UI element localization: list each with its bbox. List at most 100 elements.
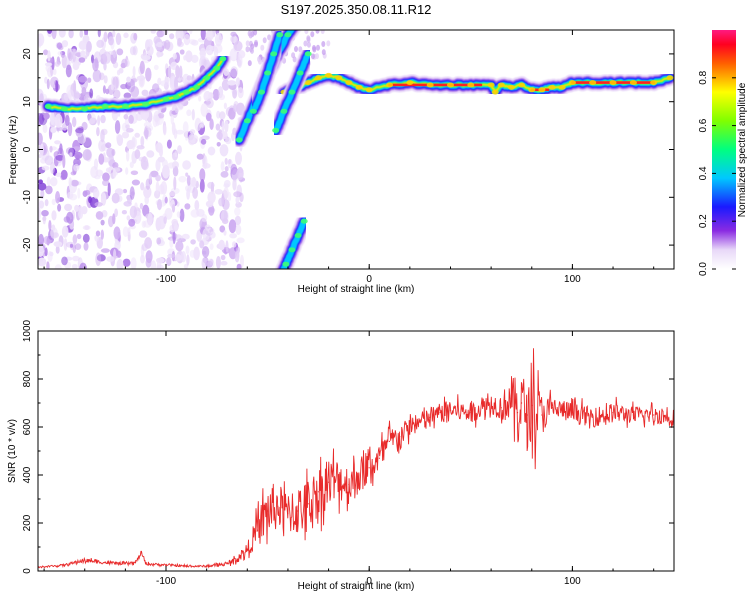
ridge-blob bbox=[44, 104, 52, 109]
heatmap-speckle bbox=[316, 44, 320, 51]
heatmap-speckle bbox=[64, 114, 70, 127]
heatmap-speckle bbox=[163, 216, 167, 225]
heatmap-speckle bbox=[107, 182, 111, 197]
heatmap-speckle bbox=[150, 30, 156, 34]
heatmap-speckle bbox=[47, 50, 51, 62]
heatmap-speckle bbox=[184, 203, 191, 210]
colorbar-tick-label: 0.8 bbox=[698, 70, 709, 84]
ridge-blob bbox=[272, 290, 279, 295]
heatmap-speckle bbox=[156, 257, 165, 264]
heatmap-speckle bbox=[72, 255, 80, 262]
heatmap-speckle bbox=[69, 243, 74, 248]
snr-point bbox=[368, 467, 370, 469]
heatmap-speckle bbox=[129, 161, 134, 169]
heatmap-speckle bbox=[172, 231, 176, 245]
heatmap-speckle bbox=[121, 210, 127, 215]
heatmap-speckle bbox=[82, 225, 91, 231]
heatmap-speckle bbox=[177, 37, 182, 47]
heatmap-speckle bbox=[230, 66, 239, 78]
heatmap-speckle bbox=[216, 131, 223, 140]
heatmap-speckle bbox=[235, 151, 242, 165]
heatmap-speckle bbox=[125, 128, 134, 133]
heatmap-speckle bbox=[142, 55, 151, 61]
y-tick-label: 400 bbox=[22, 466, 33, 483]
heatmap-speckle bbox=[140, 136, 145, 147]
heatmap-speckle bbox=[193, 246, 200, 261]
heatmap-speckle bbox=[61, 256, 68, 266]
heatmap-speckle bbox=[54, 113, 63, 128]
heatmap-speckle bbox=[229, 233, 238, 239]
x-tick-label: 0 bbox=[366, 576, 372, 587]
heatmap-speckle bbox=[55, 154, 65, 161]
heatmap-speckle bbox=[169, 191, 176, 197]
heatmap-speckle bbox=[303, 40, 308, 47]
main-ridge-left bbox=[40, 50, 231, 118]
heatmap-speckle bbox=[116, 134, 124, 146]
heatmap-speckle bbox=[236, 166, 244, 181]
heatmap-speckle bbox=[45, 64, 52, 73]
heatmap-speckle bbox=[129, 205, 138, 219]
heatmap-speckle bbox=[81, 121, 88, 131]
snr-point bbox=[348, 484, 350, 486]
heatmap-speckle bbox=[80, 50, 86, 59]
heatmap-speckle bbox=[71, 179, 79, 187]
heatmap-speckle bbox=[126, 215, 131, 221]
heatmap-speckle bbox=[190, 239, 196, 245]
ridge-blob bbox=[101, 104, 109, 109]
heatmap-speckle bbox=[156, 264, 164, 269]
heatmap-speckle bbox=[82, 233, 90, 243]
heatmap-speckle bbox=[128, 114, 134, 124]
heatmap-speckle bbox=[236, 263, 242, 269]
heatmap-speckle bbox=[50, 127, 57, 134]
heatmap-speckle bbox=[232, 241, 237, 248]
snr-point bbox=[527, 414, 529, 416]
snr-point bbox=[165, 564, 167, 566]
heatmap-speckle bbox=[161, 159, 168, 168]
heatmap-speckle bbox=[100, 129, 105, 143]
ridge-blob bbox=[276, 276, 283, 281]
y-tick-label: -10 bbox=[22, 190, 33, 205]
snr-point bbox=[399, 436, 401, 438]
heatmap-speckle bbox=[144, 237, 153, 249]
heatmap-speckle bbox=[153, 64, 159, 71]
heatmap-speckle bbox=[141, 89, 149, 97]
heatmap-speckle bbox=[216, 142, 221, 147]
ridge-blob bbox=[60, 106, 68, 112]
heatmap-speckle bbox=[163, 39, 171, 50]
heatmap-speckle bbox=[248, 46, 253, 53]
ridge-blob bbox=[294, 233, 302, 238]
heatmap-speckle bbox=[70, 56, 74, 64]
heatmap-speckle bbox=[230, 163, 238, 175]
heatmap-speckle bbox=[68, 177, 72, 188]
heatmap-speckle bbox=[139, 60, 145, 74]
heatmap-speckle bbox=[223, 102, 227, 110]
heatmap-speckle bbox=[57, 203, 62, 212]
heatmap-speckle bbox=[52, 232, 59, 238]
y-tick-label: 600 bbox=[22, 418, 33, 435]
heatmap-speckle bbox=[112, 61, 119, 69]
snr-point bbox=[571, 412, 574, 414]
heatmap-speckle bbox=[47, 251, 53, 262]
snr-point bbox=[592, 416, 594, 418]
heatmap-speckle bbox=[123, 92, 132, 99]
heatmap-speckle bbox=[94, 202, 103, 207]
heatmap-speckle bbox=[38, 206, 41, 221]
heatmap-speckle bbox=[185, 50, 193, 63]
heatmap-speckle bbox=[194, 200, 200, 211]
snr-plot-area bbox=[38, 331, 674, 571]
heatmap-speckle bbox=[38, 154, 42, 159]
heatmap-speckle bbox=[42, 216, 47, 221]
heatmap-speckle bbox=[192, 187, 199, 199]
ridge-blob bbox=[270, 51, 278, 57]
heatmap-speckle bbox=[126, 140, 135, 150]
snr-point bbox=[104, 562, 106, 564]
heatmap-speckle bbox=[71, 263, 78, 269]
heatmap-speckle bbox=[306, 35, 311, 42]
heatmap-speckle bbox=[122, 226, 129, 237]
heatmap-speckle bbox=[227, 80, 237, 86]
heatmap-speckle bbox=[105, 88, 110, 95]
heatmap-speckle bbox=[41, 210, 49, 217]
snr-point bbox=[653, 414, 655, 416]
heatmap-speckle bbox=[78, 57, 86, 63]
